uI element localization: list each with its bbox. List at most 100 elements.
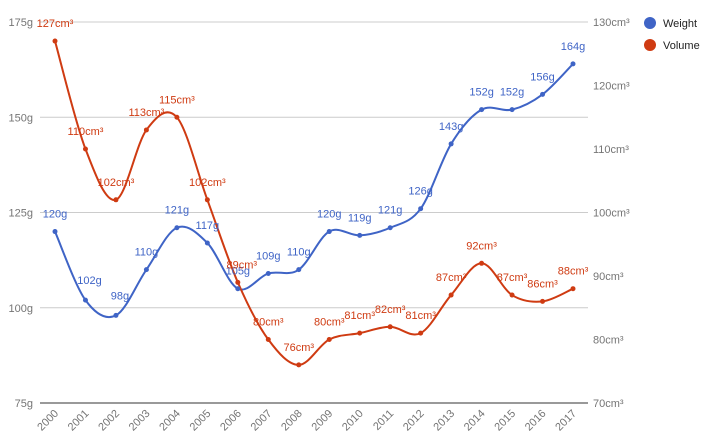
data-point-volume — [570, 286, 576, 292]
data-point-weight — [326, 229, 332, 235]
data-point-volume — [357, 330, 363, 336]
x-tick-label: 2015 — [492, 408, 518, 434]
x-tick-label: 2013 — [431, 408, 457, 434]
data-label-volume: 87cm³ — [497, 272, 528, 284]
data-label-volume: 115cm³ — [159, 94, 195, 106]
right-y-axis: 70cm³ 80cm³ 90cm³ 100cm³ 110cm³ 120cm³ 130cm³ — [593, 17, 630, 410]
x-tick-label: 2012 — [401, 408, 427, 434]
data-point-weight — [387, 225, 393, 231]
x-tick-label: 2000 — [35, 408, 61, 434]
x-tick-label: 2003 — [127, 408, 153, 434]
data-point-weight — [235, 286, 241, 292]
right-tick-label: 110cm³ — [593, 144, 629, 156]
data-point-volume — [82, 146, 88, 152]
x-tick-label: 2006 — [218, 408, 244, 434]
data-label-weight: 98g — [111, 290, 129, 302]
data-label-volume: 81cm³ — [344, 310, 375, 322]
right-tick-label: 130cm³ — [593, 17, 630, 29]
x-tick-label: 2004 — [157, 408, 183, 434]
data-label-weight: 121g — [378, 205, 402, 217]
data-label-weight: 126g — [408, 186, 432, 198]
x-tick-label: 2009 — [310, 408, 336, 434]
left-tick-label: 150g — [9, 112, 33, 124]
data-label-volume: 110cm³ — [68, 126, 104, 138]
data-point-weight — [265, 270, 271, 276]
data-point-weight — [204, 240, 210, 246]
x-tick-label: 2011 — [371, 408, 396, 433]
data-point-volume — [52, 38, 58, 44]
series-line-weight — [54, 63, 574, 319]
data-point-volume — [204, 197, 210, 203]
data-point-volume — [143, 127, 149, 133]
data-point-weight — [82, 297, 88, 303]
data-point-volume — [113, 197, 119, 203]
right-tick-label: 90cm³ — [593, 271, 624, 283]
data-label-weight: 105g — [226, 266, 250, 278]
legend-entry-volume[interactable]: Volume — [644, 39, 700, 52]
data-point-volume — [235, 279, 241, 285]
data-label-weight: 121g — [165, 205, 189, 217]
data-point-weight — [570, 61, 576, 67]
data-point-volume — [387, 324, 393, 330]
data-label-volume: 89cm³ — [227, 259, 258, 271]
data-label-weight: 117g — [196, 220, 220, 232]
data-point-weight — [296, 267, 302, 273]
data-label-weight: 120g — [317, 209, 341, 221]
data-label-weight: 102g — [77, 275, 101, 287]
data-point-volume — [265, 337, 271, 342]
legend: Weight Volume — [644, 17, 700, 52]
data-label-weight: 120g — [43, 209, 67, 221]
right-tick-label: 70cm³ — [593, 398, 624, 410]
data-label-weight: 152g — [469, 87, 493, 99]
x-tick-label: 2008 — [279, 408, 305, 434]
data-point-weight — [540, 91, 546, 97]
right-tick-label: 100cm³ — [593, 208, 630, 220]
left-tick-label: 75g — [15, 398, 33, 410]
legend-swatch-volume — [644, 39, 656, 51]
data-label-volume: 92cm³ — [466, 240, 497, 252]
x-tick-label: 2005 — [188, 408, 214, 434]
data-point-weight — [418, 206, 424, 212]
data-point-volume — [540, 298, 546, 304]
left-y-axis: 75g 100g 125g 150g 175g — [9, 17, 33, 410]
series-points — [52, 38, 576, 368]
data-labels: 120g 102g 98g 110g 121g 117g 105g 109g 110g 120g 1… — [37, 18, 589, 354]
data-label-volume: 81cm³ — [405, 310, 436, 322]
data-label-weight: 110g — [135, 247, 159, 259]
data-label-volume: 87cm³ — [436, 272, 467, 284]
data-label-volume: 82cm³ — [375, 304, 406, 316]
data-point-volume — [448, 292, 454, 298]
x-tick-label: 2016 — [523, 408, 549, 434]
data-label-volume: 127cm³ — [37, 18, 74, 30]
data-point-volume — [326, 337, 332, 342]
data-point-weight — [52, 229, 58, 235]
left-tick-label: 100g — [9, 303, 33, 315]
x-tick-label: 2001 — [66, 408, 92, 434]
x-tick-label: 2017 — [553, 408, 579, 434]
data-point-volume — [174, 114, 180, 120]
data-point-volume — [479, 260, 485, 266]
x-tick-label: 2010 — [340, 408, 366, 434]
data-label-weight: 119g — [348, 212, 372, 224]
data-point-weight — [357, 232, 363, 238]
legend-label-weight: Weight — [663, 18, 697, 30]
data-point-weight — [174, 225, 180, 231]
data-point-weight — [143, 267, 149, 273]
data-label-volume: 80cm³ — [314, 317, 345, 329]
data-label-volume: 86cm³ — [527, 278, 558, 290]
data-label-weight: 109g — [256, 250, 280, 262]
data-label-weight: 156g — [530, 71, 554, 83]
legend-swatch-weight — [644, 17, 656, 29]
data-label-weight: 152g — [500, 87, 524, 99]
x-tick-label: 2007 — [249, 408, 275, 434]
data-point-volume — [296, 362, 302, 368]
data-label-volume: 113cm³ — [128, 107, 164, 119]
legend-entry-weight[interactable]: Weight — [644, 17, 697, 30]
data-label-weight: 164g — [561, 41, 585, 53]
x-tick-label: 2014 — [462, 408, 488, 434]
data-label-volume: 76cm³ — [283, 342, 314, 354]
x-tick-label: 2002 — [96, 408, 122, 434]
data-point-volume — [418, 330, 424, 336]
right-tick-label: 80cm³ — [593, 335, 624, 347]
